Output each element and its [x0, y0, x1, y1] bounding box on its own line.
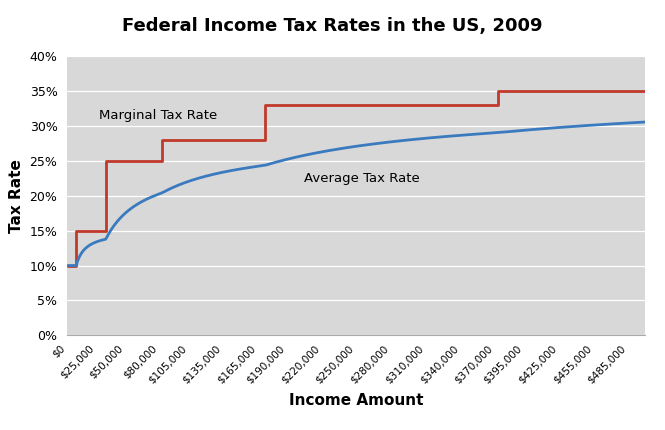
Text: Marginal Tax Rate: Marginal Tax Rate — [99, 109, 217, 122]
X-axis label: Income Amount: Income Amount — [289, 393, 423, 408]
Text: Federal Income Tax Rates in the US, 2009: Federal Income Tax Rates in the US, 2009 — [122, 17, 543, 35]
Text: Tax Rate: Tax Rate — [9, 159, 24, 233]
Text: Average Tax Rate: Average Tax Rate — [304, 172, 420, 185]
